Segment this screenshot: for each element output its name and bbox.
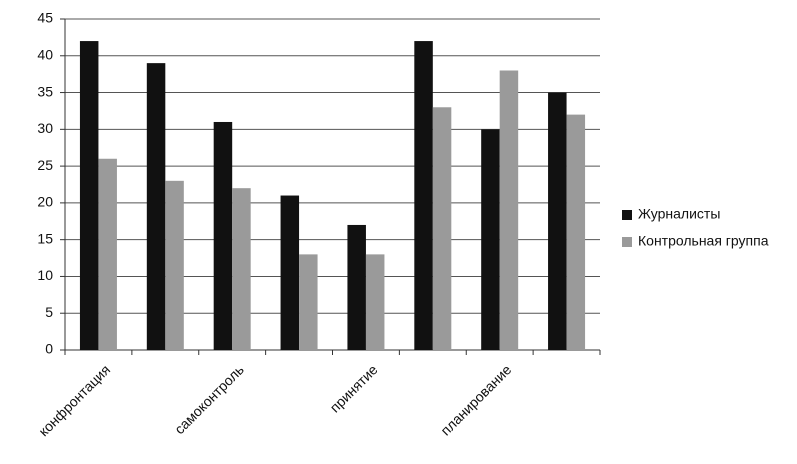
- bar: [299, 254, 318, 350]
- bar: [79, 41, 99, 351]
- bar: [548, 92, 567, 351]
- bar: [146, 63, 166, 351]
- bar: [365, 254, 385, 350]
- bar: [165, 180, 184, 350]
- bar: [280, 195, 300, 350]
- legend-label: Контрольная группа: [638, 233, 769, 249]
- x-tick-label: самоконтроль: [171, 361, 247, 437]
- y-tick-label: 0: [45, 341, 53, 357]
- x-tick-label: принятие: [327, 361, 381, 415]
- legend-label: Журналисты: [638, 206, 720, 222]
- y-tick-label: 10: [37, 267, 53, 283]
- y-tick-label: 35: [37, 83, 53, 99]
- x-tick-label: планирование: [437, 361, 514, 438]
- bar: [414, 41, 433, 351]
- y-tick-label: 20: [37, 194, 53, 210]
- bar: [347, 224, 366, 350]
- bar: [481, 129, 500, 350]
- y-tick-label: 45: [37, 10, 53, 26]
- bar: [499, 70, 519, 350]
- x-tick-label: конфронтация: [35, 361, 113, 439]
- y-tick-label: 15: [37, 230, 53, 246]
- y-tick-label: 40: [37, 46, 53, 62]
- y-tick-label: 30: [37, 120, 53, 136]
- y-tick-label: 5: [45, 304, 53, 320]
- bar: [566, 114, 586, 350]
- bar: [213, 121, 233, 350]
- bar: [232, 188, 251, 350]
- bar: [98, 158, 117, 350]
- bar: [432, 107, 452, 351]
- y-tick-label: 25: [37, 157, 53, 173]
- legend-swatch: [622, 210, 632, 220]
- legend-swatch: [622, 237, 632, 247]
